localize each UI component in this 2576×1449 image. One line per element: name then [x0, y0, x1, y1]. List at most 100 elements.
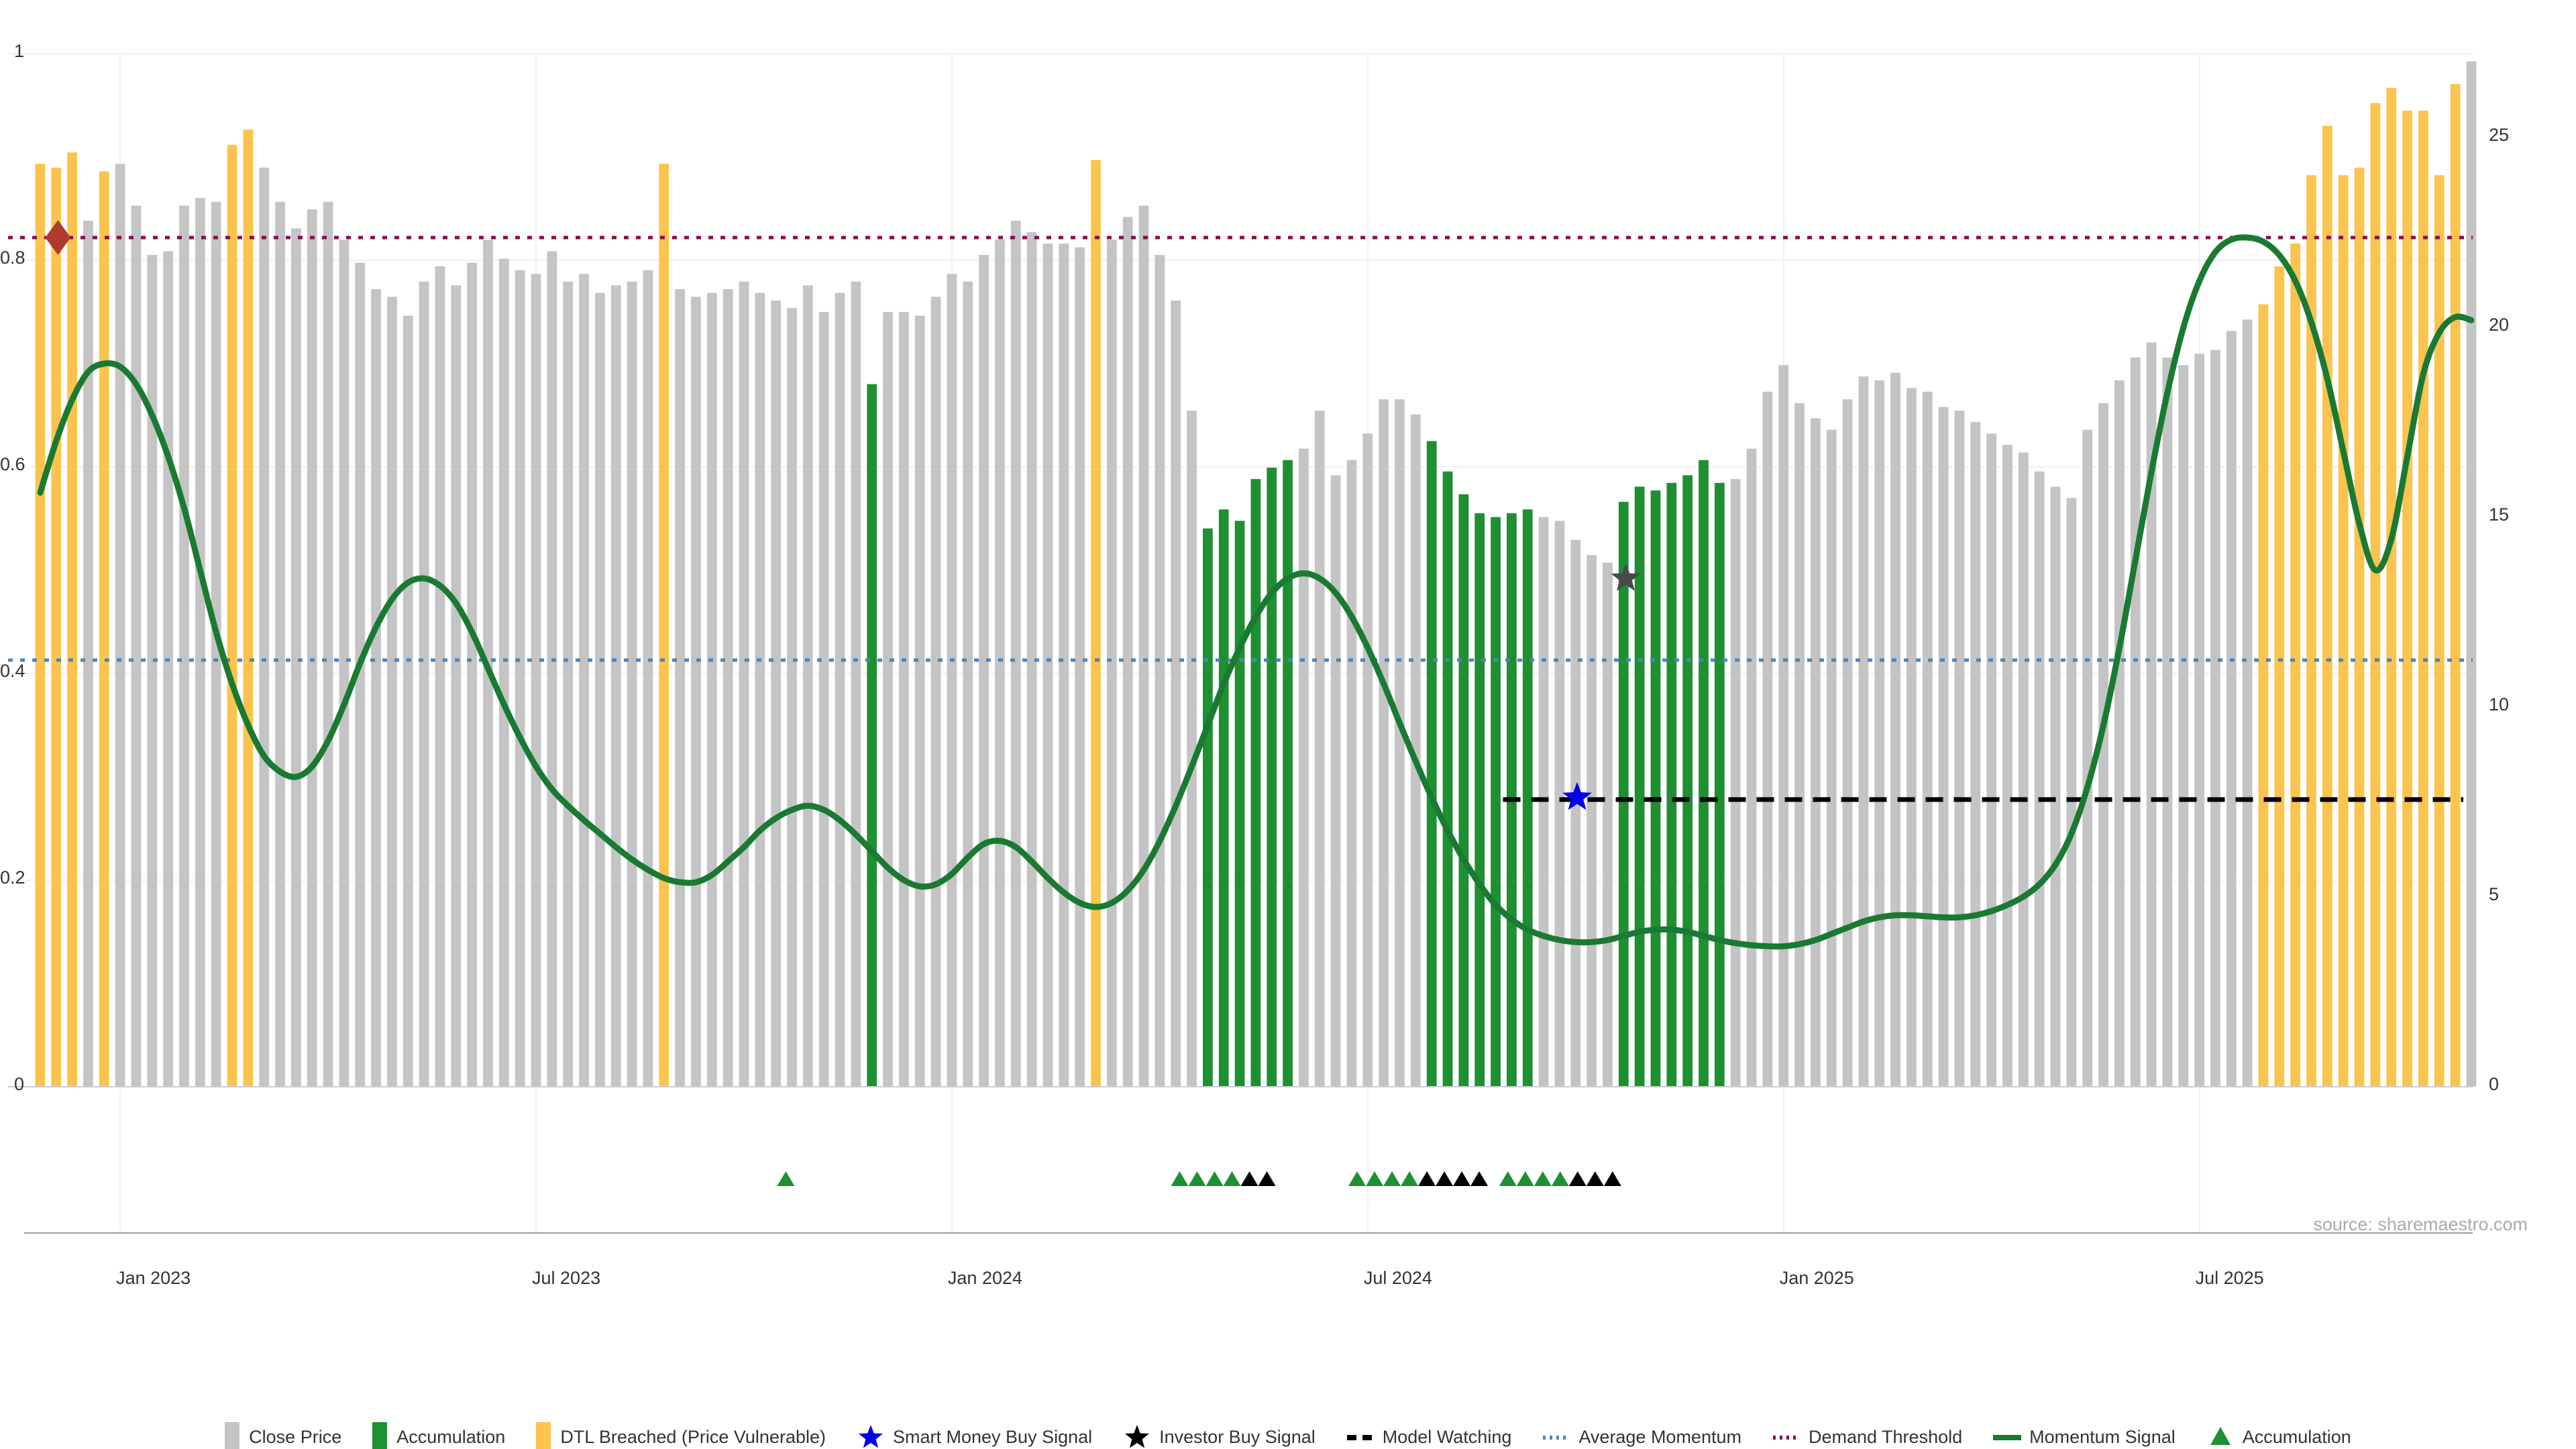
- legend-item-smart-money-buy-signal[interactable]: Smart Money Buy Signal: [857, 1424, 1092, 1449]
- close-price-bar: [1603, 562, 1613, 1087]
- investor-triangle-icon: [1603, 1171, 1621, 1186]
- close-price-bar: [1379, 399, 1389, 1087]
- accumulation-bar: [1491, 517, 1501, 1087]
- dtl-breached-bar: [51, 167, 62, 1087]
- accumulation-triangle-icon: [1383, 1171, 1401, 1186]
- legend-item-momentum-signal[interactable]: Momentum Signal: [1993, 1424, 2176, 1449]
- investor-triangle-icon: [1568, 1171, 1587, 1186]
- close-price-bar: [179, 205, 189, 1087]
- close-price-bar: [1570, 539, 1581, 1087]
- accumulation-bar: [1426, 441, 1437, 1087]
- close-price-bar: [722, 289, 733, 1087]
- dtl-breached-bar: [2338, 175, 2349, 1087]
- legend-item-label: Momentum Signal: [2029, 1426, 2176, 1447]
- y-axis-tick-right: 20: [2489, 314, 2510, 335]
- legend-item-label: Average Momentum: [1578, 1426, 1741, 1447]
- close-price-bar: [2066, 498, 2077, 1087]
- close-price-bar: [1970, 422, 1981, 1087]
- close-price-bar: [339, 239, 350, 1087]
- accumulation-bar: [1666, 482, 1677, 1087]
- close-price-bar: [1042, 244, 1053, 1087]
- investor-buy-signal-marker: [1611, 563, 1641, 591]
- investor-triangle-icon: [1418, 1171, 1436, 1186]
- legend-item-accumulation[interactable]: Accumulation: [2206, 1424, 2351, 1449]
- close-price-bar: [1187, 411, 1197, 1087]
- close-price-bar: [2466, 61, 2477, 1087]
- accumulation-bar: [1474, 513, 1485, 1087]
- close-price-bar: [899, 312, 909, 1087]
- close-price-bar: [1410, 414, 1421, 1087]
- close-price-bar: [1762, 391, 1773, 1087]
- close-price-bar: [595, 292, 605, 1087]
- close-price-bar: [739, 281, 749, 1087]
- close-price-bar: [2194, 354, 2204, 1087]
- close-price-bar: [1746, 448, 1757, 1087]
- legend-item-investor-buy-signal[interactable]: Investor Buy Signal: [1123, 1424, 1316, 1449]
- dtl-breached-bar: [2418, 110, 2428, 1087]
- star-icon: [1123, 1424, 1150, 1449]
- close-price-bar: [323, 201, 333, 1087]
- accumulation-bar: [1682, 475, 1693, 1087]
- legend-item-dtl-breached-price-vulnerable[interactable]: DTL Breached (Price Vulnerable): [536, 1422, 826, 1449]
- close-price-bar: [1826, 429, 1837, 1087]
- close-price-bar: [531, 274, 541, 1087]
- accumulation-bar: [1634, 486, 1645, 1087]
- close-price-bar: [131, 205, 142, 1087]
- close-price-bar: [1122, 217, 1133, 1087]
- accumulation-triangle-icon: [1188, 1171, 1206, 1186]
- close-price-bar: [498, 258, 509, 1087]
- y-axis-tick-left: 1: [13, 41, 24, 61]
- close-price-bar: [771, 301, 782, 1087]
- smart-money-buy-signal-marker: [1562, 782, 1592, 810]
- legend-item-label: Demand Threshold: [1808, 1426, 1963, 1447]
- legend-item-close-price[interactable]: Close Price: [225, 1422, 341, 1449]
- x-axis-tick: Jul 2023: [532, 1268, 601, 1288]
- investor-triangle-icon: [1453, 1171, 1471, 1186]
- close-price-bar: [2034, 471, 2045, 1087]
- x-axis-tick: Jul 2024: [1363, 1268, 1432, 1288]
- close-price-bar: [1986, 433, 1997, 1087]
- accumulation-bar: [1522, 509, 1533, 1087]
- dtl-breached-bar: [2306, 175, 2316, 1087]
- close-price-bar: [947, 274, 957, 1087]
- close-price-bar: [387, 297, 397, 1087]
- close-price-bar: [547, 251, 557, 1087]
- legend-item-average-momentum[interactable]: Average Momentum: [1542, 1424, 1741, 1449]
- legend-item-model-watching[interactable]: Model Watching: [1346, 1424, 1512, 1449]
- close-price-bar: [1155, 255, 1165, 1087]
- investor-triangle-icon: [1436, 1171, 1454, 1186]
- solid-line-icon: [1993, 1424, 2022, 1449]
- close-price-bar: [2178, 365, 2189, 1087]
- legend-item-demand-threshold[interactable]: Demand Threshold: [1772, 1424, 1962, 1449]
- accumulation-bar: [1267, 468, 1277, 1087]
- close-price-bar: [1138, 205, 1149, 1087]
- legend-item-label: Smart Money Buy Signal: [893, 1426, 1093, 1447]
- dtl-breached-bar: [2434, 175, 2445, 1087]
- close-price-bar: [515, 270, 525, 1087]
- dtl-breached-bar: [99, 171, 109, 1087]
- close-price-bar: [307, 209, 317, 1087]
- accumulation-triangle-icon: [1516, 1171, 1534, 1186]
- close-price-bar: [627, 281, 637, 1087]
- chart-plot-area: 0 0.2 0.4 0.6 0.8 1 0 5 10 15 20 25 Jan 2023 Jul 2023…: [0, 41, 2510, 1288]
- dtl-breached-bar: [2402, 110, 2412, 1087]
- source-attribution: source: sharemaestro.com: [2313, 1214, 2528, 1234]
- accumulation-triangle-icon: [1499, 1171, 1517, 1186]
- close-price-bar: [147, 255, 158, 1087]
- close-price-bar: [2162, 357, 2173, 1087]
- accumulation-bar: [1618, 502, 1629, 1087]
- close-price-bar: [963, 281, 973, 1087]
- dtl-breached-bar: [2386, 87, 2397, 1087]
- accumulation-bar: [1650, 490, 1661, 1087]
- close-price-bar: [1059, 244, 1069, 1087]
- legend-item-label: Model Watching: [1382, 1426, 1512, 1447]
- chart-svg: [8, 53, 2477, 1234]
- legend-item-accumulation[interactable]: Accumulation: [372, 1422, 505, 1449]
- close-price-bar: [563, 281, 574, 1087]
- close-price-bar: [818, 312, 829, 1087]
- close-price-bar: [787, 308, 797, 1087]
- close-price-bar: [610, 285, 621, 1087]
- close-price-bar: [2050, 486, 2061, 1087]
- close-price-bar: [706, 292, 717, 1087]
- close-price-bar: [1075, 247, 1085, 1087]
